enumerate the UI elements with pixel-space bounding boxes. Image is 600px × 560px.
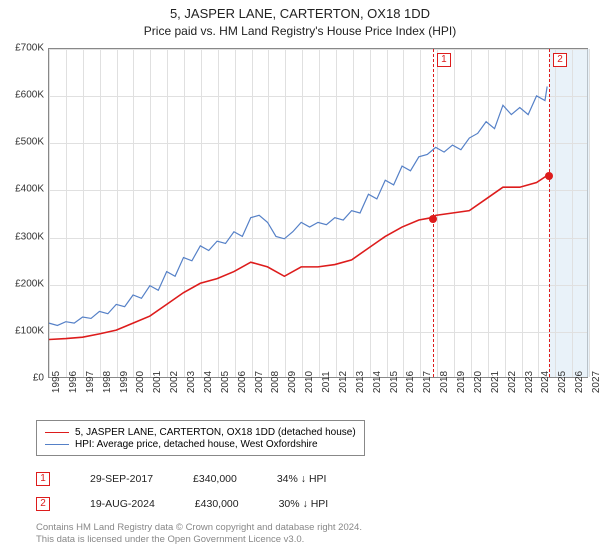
sale-marker-dot (429, 215, 437, 223)
x-axis-tick-label: 2020 (473, 371, 484, 393)
sale-date: 19-AUG-2024 (90, 498, 155, 510)
x-axis-tick-label: 2007 (254, 371, 265, 393)
y-axis-tick-label: £0 (4, 373, 44, 384)
sale-price: £430,000 (195, 498, 239, 510)
x-axis-tick-label: 2000 (135, 371, 146, 393)
chart-plot-area: 12 (48, 48, 588, 378)
x-axis-tick-label: 2014 (372, 371, 383, 393)
y-axis-tick-label: £600K (4, 90, 44, 101)
sale-date: 29-SEP-2017 (90, 473, 153, 485)
license-footer: Contains HM Land Registry data © Crown c… (36, 522, 362, 547)
x-axis-tick-label: 2021 (490, 371, 501, 393)
sale-delta: 30% ↓ HPI (279, 498, 329, 510)
y-axis-tick-label: £100K (4, 325, 44, 336)
x-axis-tick-label: 2011 (321, 371, 332, 393)
y-axis-tick-label: £500K (4, 137, 44, 148)
x-axis-tick-label: 2012 (338, 371, 349, 393)
x-axis-tick-label: 2002 (169, 371, 180, 393)
sale-row-badge: 2 (36, 497, 50, 511)
x-axis-tick-label: 2019 (456, 371, 467, 393)
x-axis-tick-label: 2008 (270, 371, 281, 393)
chart-title: 5, JASPER LANE, CARTERTON, OX18 1DD (0, 6, 600, 21)
x-axis-tick-label: 1999 (119, 371, 130, 393)
sale-row: 1 29-SEP-2017 £340,000 34% ↓ HPI (36, 472, 326, 486)
legend-row-hpi: HPI: Average price, detached house, West… (45, 439, 356, 450)
x-axis-tick-label: 2023 (524, 371, 535, 393)
x-axis-tick-label: 2015 (389, 371, 400, 393)
legend-swatch (45, 432, 69, 433)
x-axis-tick-label: 2024 (540, 371, 551, 393)
sale-marker-dot (545, 172, 553, 180)
chart-svg-layer (49, 49, 587, 377)
x-axis-tick-label: 1996 (68, 371, 79, 393)
sale-delta: 34% ↓ HPI (277, 473, 327, 485)
x-axis-tick-label: 2025 (557, 371, 568, 393)
x-axis-tick-label: 2005 (220, 371, 231, 393)
gridline-vertical (589, 49, 590, 377)
x-axis-tick-label: 2026 (574, 371, 585, 393)
legend-swatch (45, 444, 69, 445)
x-axis-tick-label: 1997 (85, 371, 96, 393)
y-axis-tick-label: £400K (4, 184, 44, 195)
x-axis-tick-label: 2003 (186, 371, 197, 393)
x-axis-tick-label: 1995 (51, 371, 62, 393)
x-axis-tick-label: 2013 (355, 371, 366, 393)
footer-line-1: Contains HM Land Registry data © Crown c… (36, 522, 362, 534)
chart-legend: 5, JASPER LANE, CARTERTON, OX18 1DD (det… (36, 420, 365, 456)
legend-label: 5, JASPER LANE, CARTERTON, OX18 1DD (det… (75, 427, 356, 438)
x-axis-tick-label: 2010 (304, 371, 315, 393)
x-axis-tick-label: 2016 (405, 371, 416, 393)
series-line-price_paid (49, 176, 547, 340)
sale-row: 2 19-AUG-2024 £430,000 30% ↓ HPI (36, 497, 328, 511)
legend-row-price_paid: 5, JASPER LANE, CARTERTON, OX18 1DD (det… (45, 427, 356, 438)
x-axis-tick-label: 2018 (439, 371, 450, 393)
x-axis-tick-label: 2001 (152, 371, 163, 393)
series-line-hpi (49, 86, 547, 325)
x-axis-tick-label: 2017 (422, 371, 433, 393)
x-axis-tick-label: 2009 (287, 371, 298, 393)
x-axis-tick-label: 2006 (237, 371, 248, 393)
sale-row-badge: 1 (36, 472, 50, 486)
x-axis-tick-label: 2004 (203, 371, 214, 393)
footer-line-2: This data is licensed under the Open Gov… (36, 534, 362, 546)
chart-subtitle: Price paid vs. HM Land Registry's House … (0, 24, 600, 38)
legend-label: HPI: Average price, detached house, West… (75, 439, 318, 450)
y-axis-tick-label: £300K (4, 231, 44, 242)
x-axis-tick-label: 1998 (102, 371, 113, 393)
y-axis-tick-label: £200K (4, 278, 44, 289)
x-axis-tick-label: 2022 (507, 371, 518, 393)
sale-price: £340,000 (193, 473, 237, 485)
y-axis-tick-label: £700K (4, 43, 44, 54)
x-axis-tick-label: 2027 (591, 371, 600, 393)
